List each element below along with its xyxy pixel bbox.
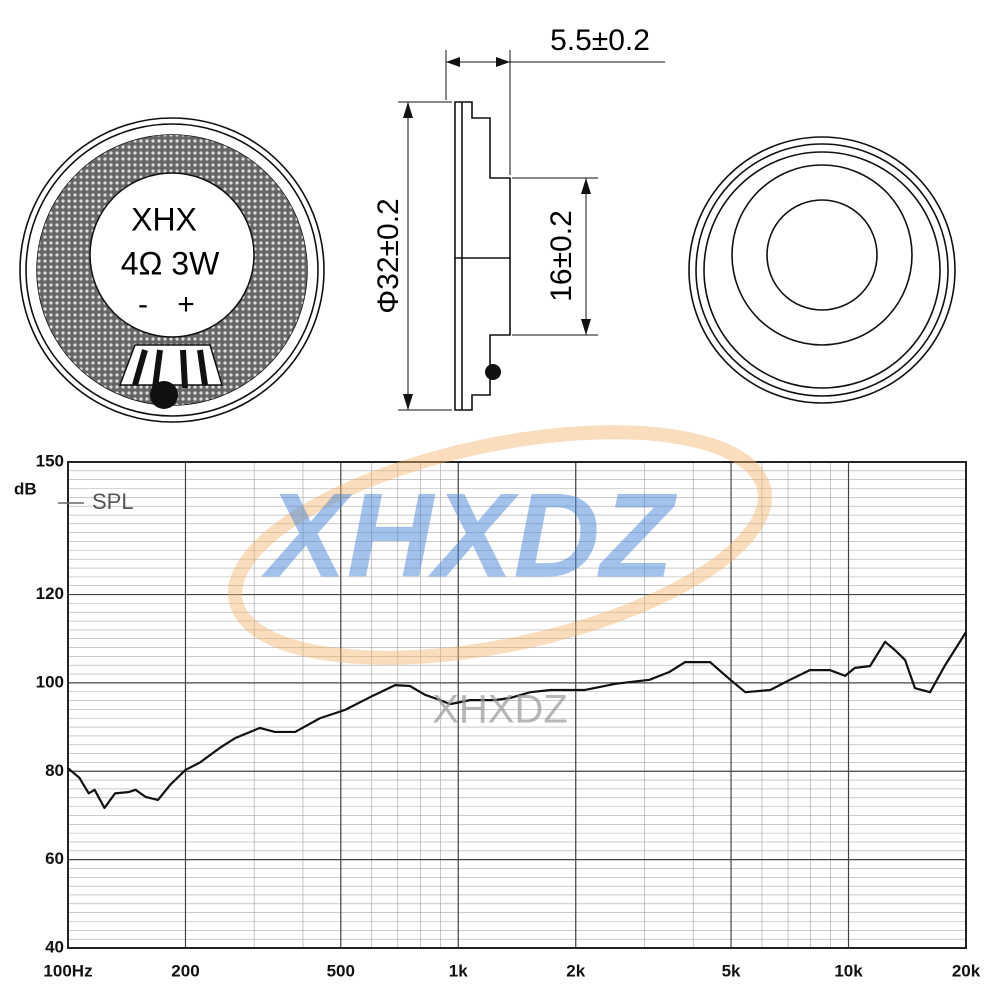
x-tick-label: 20k [952, 961, 981, 980]
watermark-text: XHXDZ [432, 688, 568, 732]
legend-label: SPL [92, 489, 134, 514]
x-tick-label: 5k [722, 961, 741, 980]
front-view: XHX 4Ω 3W - + [19, 117, 325, 423]
watermark-logo: XHXDZ [261, 469, 678, 603]
plot: 40 60 80 100 120 150 100Hz 200 500 1k 2k 5k 10k 20k dB… [14, 451, 981, 980]
x-tick-label: 2k [566, 961, 585, 980]
front-label: 4Ω 3W [121, 245, 220, 281]
x-tick-label: 500 [327, 961, 355, 980]
spl-line [67, 631, 967, 810]
x-tick-label: 1k [449, 961, 468, 980]
dimension-label: Φ32±0.2 [372, 198, 405, 313]
x-tick-label: 10k [834, 961, 863, 980]
back-view [688, 136, 956, 404]
dimension-label: 16±0.2 [545, 210, 578, 302]
plot-frame [67, 461, 967, 949]
side-view: 5.5±0.2 Φ32±0.2 16±0.2 [372, 24, 665, 411]
front-label: XHX [131, 201, 197, 237]
y-tick-label: 60 [45, 849, 64, 868]
x-tick-label: 100Hz [43, 961, 92, 980]
dimension-label: 5.5±0.2 [550, 24, 650, 57]
y-tick-label: 100 [36, 672, 64, 691]
y-tick-label: 150 [36, 451, 64, 470]
plot-area [68, 462, 966, 948]
front-label: - [138, 288, 148, 321]
front-label: + [177, 288, 195, 321]
y-unit: dB [14, 479, 37, 498]
x-tick-label: 200 [171, 961, 199, 980]
y-tick-label: 120 [36, 584, 64, 603]
watermark-swoosh [228, 425, 772, 665]
y-tick-label: 80 [45, 761, 64, 780]
y-tick-label: 40 [45, 937, 64, 956]
